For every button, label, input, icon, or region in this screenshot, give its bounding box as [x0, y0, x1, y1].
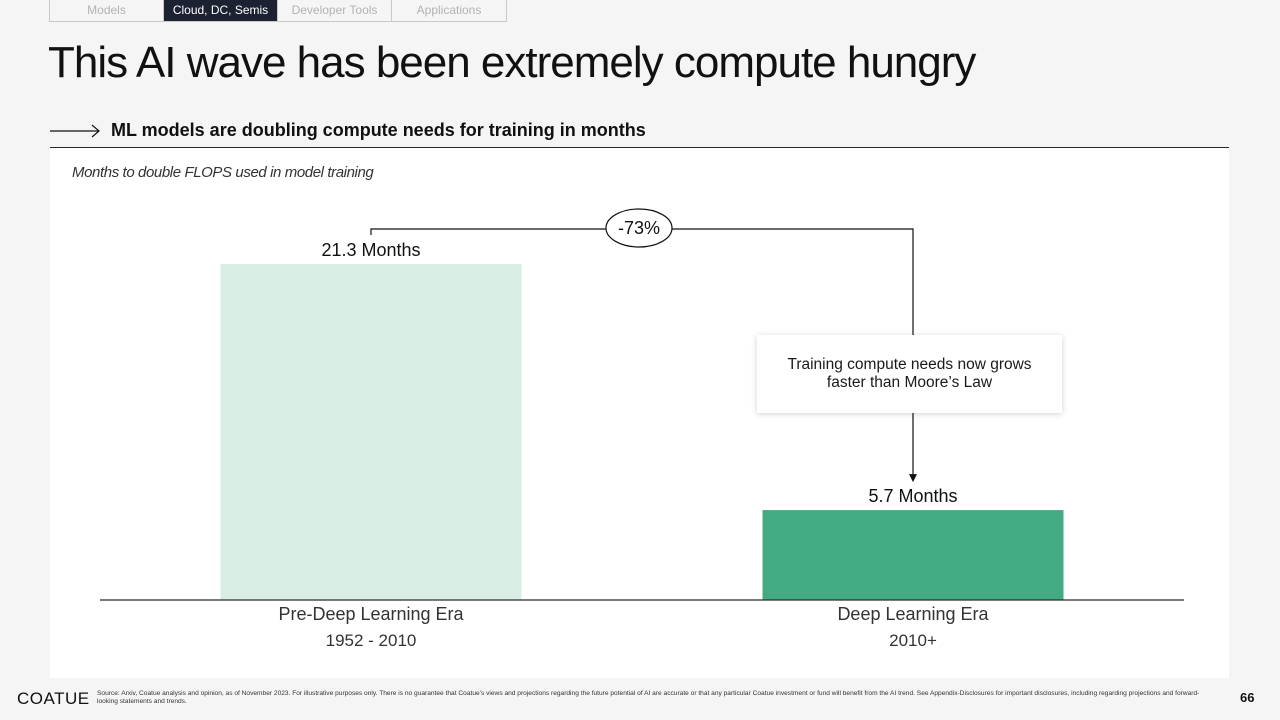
tab-applications[interactable]: Applications [392, 0, 506, 21]
section-tabs: Models Cloud, DC, Semis Developer Tools … [49, 0, 507, 22]
subhead-text: ML models are doubling compute needs for… [111, 120, 646, 140]
category-sublabel-2: 2010+ [889, 631, 937, 650]
change-badge [605, 208, 673, 248]
tab-developer-tools[interactable]: Developer Tools [278, 0, 392, 21]
coatue-logo: COATUE [17, 689, 90, 708]
right-arrow-icon [50, 124, 100, 137]
data-label-1: 21.3 Months [321, 240, 420, 260]
category-sublabel-1: 1952 - 2010 [326, 631, 417, 650]
change-label: -73% [618, 218, 660, 238]
category-label-1: Pre-Deep Learning Era [278, 604, 464, 624]
bar-2 [762, 510, 1064, 600]
tab-cloud-dc-semis[interactable]: Cloud, DC, Semis [164, 0, 278, 21]
page-title: This AI wave has been extremely compute … [48, 38, 976, 87]
callout-text: Training compute needs now grows faster … [787, 356, 1032, 391]
page-number: 66 [1240, 690, 1255, 705]
bar-1 [220, 264, 522, 600]
connector-arrowhead [909, 474, 917, 483]
tab-models[interactable]: Models [50, 0, 164, 21]
chart-title: Months to double FLOPS used in model tra… [72, 164, 374, 181]
callout-box: Training compute needs now grows faster … [757, 335, 1062, 413]
subhead: ML models are doubling compute needs for… [50, 120, 646, 141]
data-label-2: 5.7 Months [868, 486, 957, 506]
source-note: Source: Arxiv, Coatue analysis and opini… [97, 690, 1200, 705]
divider [50, 147, 1229, 148]
category-label-2: Deep Learning Era [837, 604, 989, 624]
